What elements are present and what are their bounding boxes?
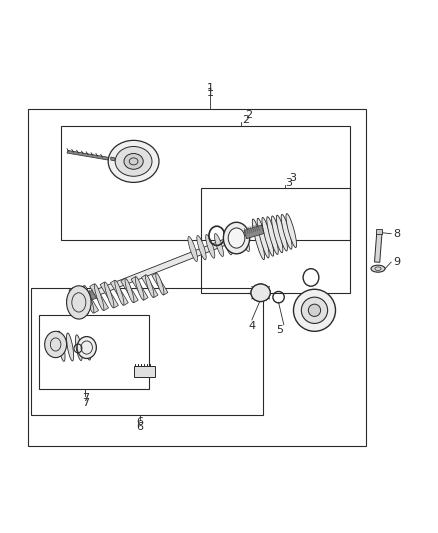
Text: 8: 8	[393, 229, 400, 239]
Ellipse shape	[267, 217, 278, 254]
Ellipse shape	[286, 214, 297, 247]
Ellipse shape	[197, 236, 206, 260]
Ellipse shape	[188, 237, 198, 262]
Ellipse shape	[74, 287, 84, 316]
Polygon shape	[110, 280, 128, 305]
Text: 7: 7	[82, 398, 89, 408]
Text: 4: 4	[248, 321, 255, 330]
Ellipse shape	[252, 219, 265, 260]
Ellipse shape	[105, 282, 114, 308]
Polygon shape	[374, 233, 382, 262]
Ellipse shape	[232, 232, 241, 253]
Bar	[31, 288, 263, 415]
Ellipse shape	[215, 233, 223, 256]
Text: 1: 1	[207, 84, 214, 93]
Polygon shape	[100, 282, 118, 308]
Text: 9: 9	[393, 257, 400, 267]
Text: 2: 2	[242, 115, 249, 125]
Polygon shape	[69, 287, 88, 316]
Ellipse shape	[145, 275, 154, 297]
Polygon shape	[93, 232, 244, 296]
Text: 3: 3	[286, 178, 293, 188]
Ellipse shape	[371, 265, 385, 272]
Bar	[39, 314, 149, 389]
Ellipse shape	[84, 337, 91, 360]
Bar	[61, 126, 350, 240]
Ellipse shape	[301, 297, 328, 324]
Ellipse shape	[115, 147, 152, 176]
Ellipse shape	[281, 214, 292, 249]
Ellipse shape	[75, 335, 82, 360]
Text: 6: 6	[137, 417, 144, 427]
Ellipse shape	[67, 286, 91, 319]
Ellipse shape	[67, 333, 74, 361]
Ellipse shape	[115, 280, 124, 305]
Ellipse shape	[251, 284, 270, 302]
Ellipse shape	[272, 216, 283, 253]
Ellipse shape	[257, 218, 269, 258]
Polygon shape	[67, 150, 112, 160]
Polygon shape	[141, 274, 158, 297]
Ellipse shape	[94, 284, 104, 311]
Ellipse shape	[276, 215, 287, 251]
Polygon shape	[121, 278, 138, 303]
Ellipse shape	[135, 277, 144, 300]
Ellipse shape	[125, 279, 134, 303]
Text: 6: 6	[137, 422, 144, 432]
Text: 5: 5	[276, 325, 283, 335]
Bar	[201, 188, 350, 293]
Ellipse shape	[156, 273, 164, 295]
Polygon shape	[90, 284, 109, 311]
Ellipse shape	[251, 284, 270, 302]
Ellipse shape	[124, 154, 143, 169]
Bar	[376, 229, 382, 233]
Ellipse shape	[308, 304, 321, 317]
Text: 1: 1	[207, 88, 214, 99]
Ellipse shape	[58, 331, 65, 361]
Polygon shape	[131, 277, 148, 300]
Polygon shape	[111, 157, 115, 161]
Ellipse shape	[223, 232, 232, 255]
Polygon shape	[134, 366, 155, 377]
Ellipse shape	[223, 222, 250, 254]
Ellipse shape	[206, 235, 215, 258]
Ellipse shape	[77, 336, 96, 359]
Ellipse shape	[228, 228, 245, 248]
Ellipse shape	[293, 289, 336, 332]
Bar	[28, 109, 366, 446]
Polygon shape	[79, 286, 99, 313]
Text: 2: 2	[245, 110, 252, 120]
Ellipse shape	[262, 217, 274, 256]
Polygon shape	[244, 225, 264, 239]
Ellipse shape	[108, 140, 159, 182]
Polygon shape	[152, 273, 168, 295]
Ellipse shape	[241, 231, 250, 252]
Ellipse shape	[45, 332, 67, 358]
Text: 7: 7	[82, 393, 89, 403]
Ellipse shape	[84, 286, 94, 313]
Polygon shape	[67, 289, 100, 308]
Text: 3: 3	[289, 173, 296, 183]
